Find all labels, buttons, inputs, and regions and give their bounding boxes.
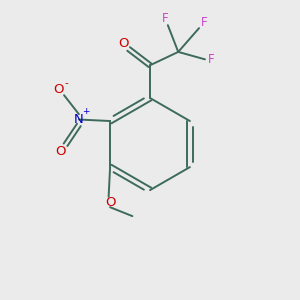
Text: -: -: [64, 78, 68, 88]
Text: O: O: [118, 37, 128, 50]
Text: O: O: [53, 83, 63, 96]
Text: F: F: [162, 12, 169, 25]
Text: F: F: [208, 53, 215, 66]
Text: +: +: [82, 107, 89, 116]
Text: N: N: [74, 113, 84, 126]
Text: O: O: [105, 196, 116, 209]
Text: F: F: [201, 16, 208, 29]
Text: O: O: [55, 145, 65, 158]
